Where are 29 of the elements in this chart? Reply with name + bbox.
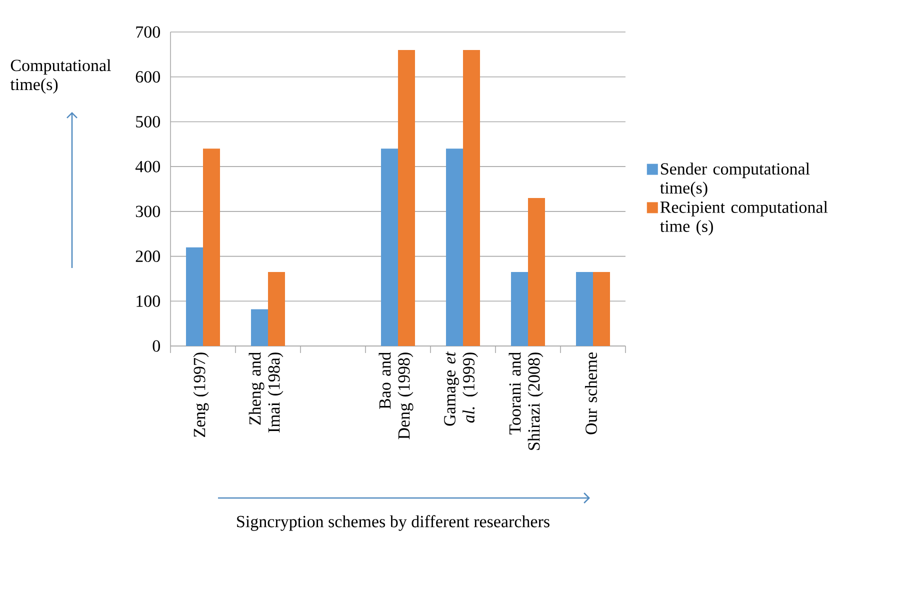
y-tick-label: 100 <box>136 295 160 307</box>
y-tick-label: 700 <box>136 26 160 38</box>
bar <box>186 247 203 346</box>
bar <box>381 148 398 346</box>
bar <box>576 272 594 346</box>
bar <box>446 148 464 346</box>
legend-label: Recipient computational time (s) <box>660 201 828 236</box>
y-axis-title: Computational time(s) <box>10 59 111 94</box>
x-tick-label: Zeng (1997) <box>193 352 209 437</box>
y-tick-label: 0 <box>152 340 160 352</box>
y-tick-label: 300 <box>136 206 160 218</box>
y-tick-label: 600 <box>136 71 160 83</box>
y-tick-label: 500 <box>136 116 160 128</box>
x-axis-title: Signcryption schemes by different researchers <box>237 515 550 531</box>
bar <box>593 272 610 346</box>
x-tick-label: Zheng and Imai (198a) <box>248 352 284 432</box>
legend-label: Sender computational time(s) <box>660 162 810 198</box>
bar <box>251 309 268 346</box>
bar <box>203 148 220 346</box>
y-tick-label: 200 <box>136 250 160 262</box>
bar <box>268 272 286 346</box>
bar <box>511 272 528 346</box>
x-tick-label: Bao and Deng (1998) <box>378 352 414 440</box>
bar <box>463 50 480 346</box>
x-tick-label: Our scheme <box>585 352 597 434</box>
bar <box>528 198 546 346</box>
y-tick-label: 400 <box>135 160 160 172</box>
x-tick-label: Toorani and Shirazi (2008) <box>508 352 544 450</box>
bar <box>398 50 416 346</box>
